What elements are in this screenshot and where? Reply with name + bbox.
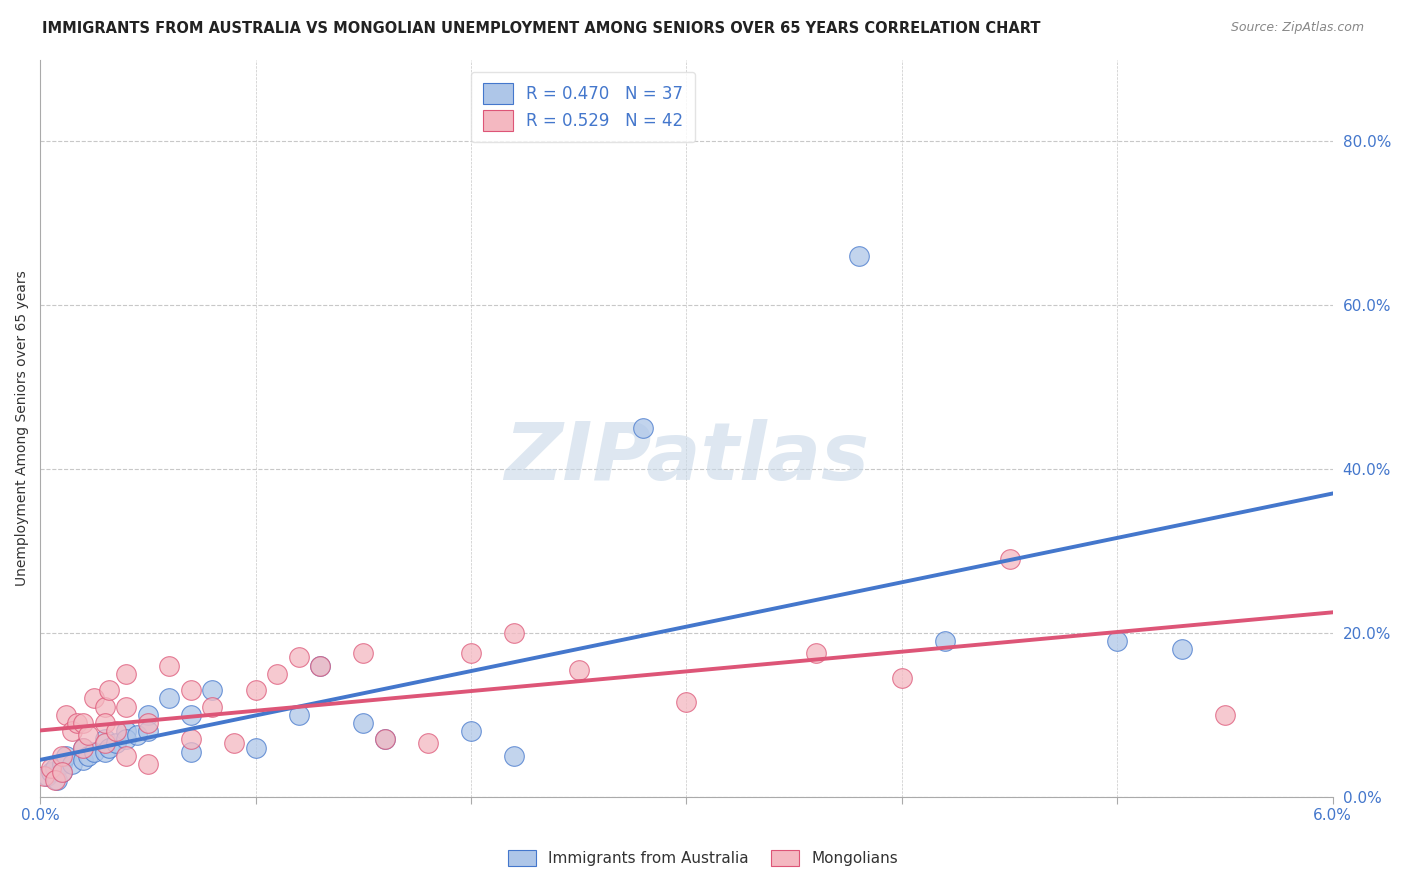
Point — [93, 732, 115, 747]
Point — [72, 740, 94, 755]
Point — [503, 748, 526, 763]
Point — [44, 773, 66, 788]
Point — [416, 736, 439, 750]
Point — [115, 732, 138, 747]
Point — [98, 740, 121, 755]
Point — [93, 736, 115, 750]
Point — [46, 773, 69, 788]
Point — [245, 740, 267, 755]
Point — [44, 761, 66, 775]
Point — [180, 683, 202, 698]
Point — [136, 707, 159, 722]
Point — [125, 728, 148, 742]
Point — [136, 756, 159, 771]
Point — [352, 716, 374, 731]
Point — [180, 707, 202, 722]
Point — [460, 646, 482, 660]
Point — [115, 699, 138, 714]
Point — [76, 748, 98, 763]
Point — [55, 748, 77, 763]
Point — [35, 769, 58, 783]
Point — [157, 658, 180, 673]
Point — [460, 724, 482, 739]
Legend: R = 0.470   N = 37, R = 0.529   N = 42: R = 0.470 N = 37, R = 0.529 N = 42 — [471, 71, 695, 143]
Text: ZIPatlas: ZIPatlas — [503, 418, 869, 497]
Point — [804, 646, 827, 660]
Point — [157, 691, 180, 706]
Point — [66, 716, 89, 731]
Point — [93, 699, 115, 714]
Point — [51, 765, 73, 780]
Point — [136, 724, 159, 739]
Point — [115, 748, 138, 763]
Point — [104, 736, 127, 750]
Point — [55, 707, 77, 722]
Point — [998, 552, 1021, 566]
Point — [51, 765, 73, 780]
Point — [136, 716, 159, 731]
Point — [104, 724, 127, 739]
Point — [374, 732, 396, 747]
Point — [51, 748, 73, 763]
Point — [309, 658, 332, 673]
Point — [374, 732, 396, 747]
Point — [62, 724, 84, 739]
Point — [222, 736, 245, 750]
Point — [934, 634, 956, 648]
Legend: Immigrants from Australia, Mongolians: Immigrants from Australia, Mongolians — [499, 841, 907, 875]
Point — [201, 699, 224, 714]
Text: Source: ZipAtlas.com: Source: ZipAtlas.com — [1230, 21, 1364, 34]
Text: IMMIGRANTS FROM AUSTRALIA VS MONGOLIAN UNEMPLOYMENT AMONG SENIORS OVER 65 YEARS : IMMIGRANTS FROM AUSTRALIA VS MONGOLIAN U… — [42, 21, 1040, 36]
Point — [503, 626, 526, 640]
Point — [93, 716, 115, 731]
Point — [1107, 634, 1129, 648]
Point — [39, 765, 62, 780]
Point — [1213, 707, 1236, 722]
Point — [287, 707, 309, 722]
Point — [115, 724, 138, 739]
Point — [51, 756, 73, 771]
Point — [180, 732, 202, 747]
Point — [848, 249, 870, 263]
Point — [115, 666, 138, 681]
Point — [93, 745, 115, 759]
Point — [890, 671, 912, 685]
Point — [62, 756, 84, 771]
Point — [245, 683, 267, 698]
Point — [34, 769, 56, 783]
Point — [72, 753, 94, 767]
Point — [675, 696, 697, 710]
Point — [180, 745, 202, 759]
Point — [76, 728, 98, 742]
Point — [1171, 642, 1194, 657]
Point — [72, 716, 94, 731]
Point — [83, 745, 105, 759]
Y-axis label: Unemployment Among Seniors over 65 years: Unemployment Among Seniors over 65 years — [15, 270, 30, 586]
Point — [72, 740, 94, 755]
Point — [309, 658, 332, 673]
Point — [98, 683, 121, 698]
Point — [568, 663, 591, 677]
Point — [201, 683, 224, 698]
Point — [633, 421, 655, 435]
Point — [352, 646, 374, 660]
Point — [287, 650, 309, 665]
Point — [83, 691, 105, 706]
Point — [266, 666, 288, 681]
Point — [39, 761, 62, 775]
